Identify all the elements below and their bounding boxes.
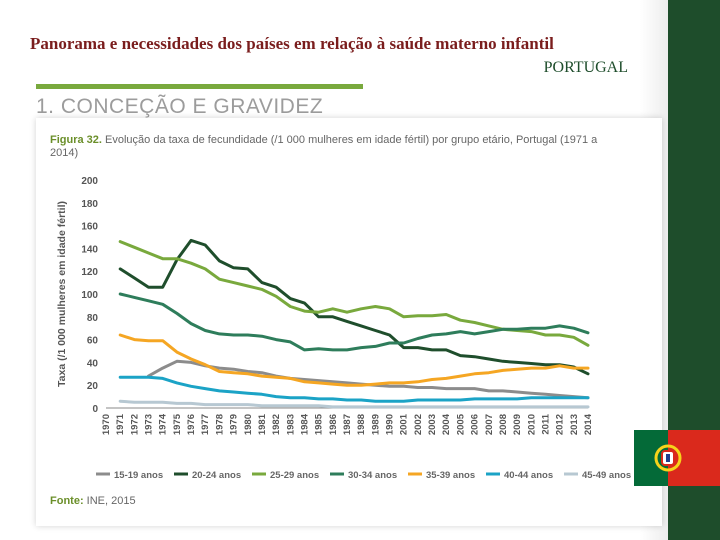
coat-of-arms-icon (654, 444, 682, 472)
y-tick-label: 100 (81, 290, 98, 301)
x-tick-label: 1988 (356, 414, 367, 435)
x-tick-label: 1983 (285, 414, 296, 435)
figure-source: Fonte: INE, 2015 (50, 495, 136, 507)
portugal-flag (634, 430, 720, 486)
y-tick-label: 200 (81, 176, 98, 187)
section-title: 1. CONCEÇÃO E GRAVIDEZ (36, 95, 324, 118)
fertility-line-chart: 0 20 40 60 80 100 120 140 160 180 200 Taxa (/1 000 … (56, 176, 631, 481)
figure-caption: Figura 32. Evolução da taxa de fecundida… (50, 134, 620, 160)
y-axis-label: Taxa (/1 000 mulheres em idade fértil) (56, 201, 68, 387)
page-title: Panorama e necessidades dos países em re… (30, 34, 554, 53)
x-tick-label: 2011 (540, 413, 551, 434)
x-tick-label: 1972 (129, 414, 140, 435)
series-line-20-24-anos (118, 238, 590, 376)
x-tick-label: 2005 (455, 413, 466, 435)
x-tick-label: 1974 (158, 413, 169, 435)
legend-label: 45-49 anos (582, 470, 631, 481)
x-tick-label: 1979 (229, 414, 240, 435)
x-tick-label: 1971 (115, 413, 126, 435)
x-tick-label: 2001 (399, 413, 410, 435)
title-rule (36, 84, 363, 89)
x-tick-label: 2013 (569, 414, 580, 435)
page-subtitle: PORTUGAL (543, 59, 628, 76)
legend-label: 20-24 anos (192, 470, 241, 481)
x-tick-label: 2004 (441, 413, 452, 435)
x-tick-label: 1985 (314, 413, 325, 435)
x-tick-label: 1982 (271, 414, 282, 435)
y-tick-label: 20 (87, 381, 99, 392)
x-tick-label: 2008 (498, 414, 509, 435)
x-tick-label: 2003 (427, 414, 438, 435)
x-tick-label: 2009 (512, 414, 523, 435)
figure-panel: Figura 32. Evolução da taxa de fecundida… (36, 118, 662, 526)
source-text: INE, 2015 (86, 495, 136, 507)
x-tick-label: 1978 (214, 414, 225, 435)
x-tick-label: 2002 (413, 414, 424, 435)
x-tick-label: 1981 (257, 413, 268, 435)
y-tick-label: 120 (81, 267, 98, 278)
y-tick-label: 0 (92, 404, 98, 415)
legend-label: 25-29 anos (270, 470, 319, 481)
series-line-40-44-anos (118, 375, 590, 403)
legend-label: 35-39 anos (426, 470, 475, 481)
x-tick-label: 1986 (328, 414, 339, 435)
x-tick-label: 1987 (342, 414, 353, 435)
y-tick-label: 60 (87, 336, 99, 347)
y-tick-label: 140 (81, 244, 98, 255)
legend-label: 40-44 anos (504, 470, 553, 481)
source-label: Fonte: (50, 495, 84, 507)
y-tick-label: 160 (81, 222, 98, 233)
y-tick-label: 40 (87, 358, 99, 369)
y-tick-label: 80 (87, 313, 99, 324)
legend-label: 30-34 anos (348, 470, 397, 481)
figure-caption-text: Evolução da taxa de fecundidade (/1 000 … (50, 134, 598, 159)
x-tick-label: 1976 (186, 414, 197, 435)
x-tick-label: 2010 (526, 414, 537, 435)
x-tick-label: 1977 (200, 414, 211, 435)
series-line-45-49-anos (118, 399, 590, 409)
x-tick-label: 2012 (555, 414, 566, 435)
series-line-30-34-anos (118, 292, 590, 352)
x-tick-label: 1973 (144, 414, 155, 435)
legend-label: 15-19 anos (114, 470, 163, 481)
x-tick-label: 1980 (243, 414, 254, 435)
y-tick-label: 180 (81, 199, 98, 210)
x-tick-label: 2007 (484, 414, 495, 435)
x-tick-label: 1984 (299, 413, 310, 435)
x-tick-label: 1970 (101, 414, 112, 435)
x-tick-label: 1990 (385, 414, 396, 435)
x-tick-label: 2006 (470, 414, 481, 435)
x-tick-label: 1975 (172, 413, 183, 435)
series-line-35-39-anos (118, 333, 590, 387)
x-tick-label: 2014 (583, 413, 594, 435)
x-tick-label: 1989 (370, 414, 381, 435)
series-line-15-19-anos (147, 359, 590, 400)
figure-number: Figura 32. (50, 134, 102, 146)
